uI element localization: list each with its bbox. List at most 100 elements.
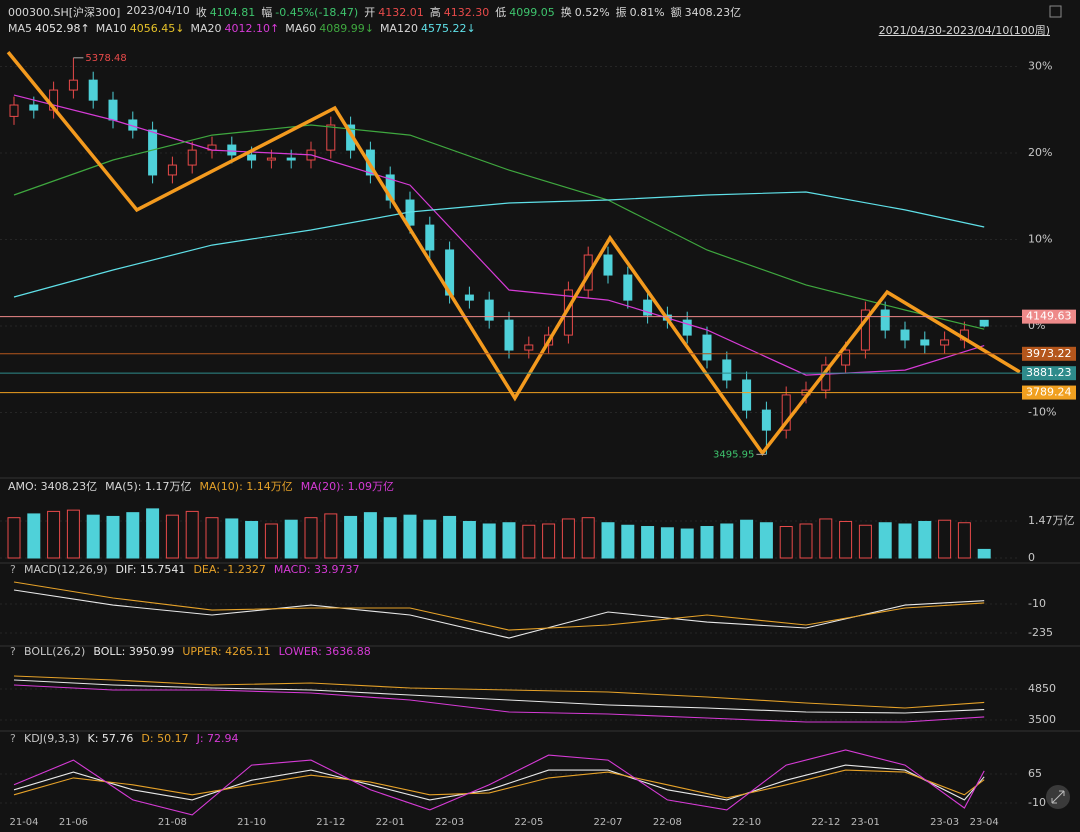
- level-tag: [1022, 346, 1076, 361]
- field-value: 4132.01: [378, 6, 424, 19]
- y-tick-label: -235: [1028, 626, 1053, 639]
- help-icon: ?: [10, 563, 16, 576]
- volume-bar: [700, 526, 714, 559]
- volume-bar: [680, 528, 694, 559]
- legend-text: J: 72.94: [196, 732, 239, 745]
- x-tick-label: 21-04: [9, 817, 38, 828]
- volume-bar: [126, 512, 140, 559]
- volume-bar: [621, 524, 635, 559]
- legend-text: MA(20): 1.09万亿: [301, 480, 394, 493]
- field-value: 4132.30: [443, 6, 490, 19]
- candle-body: [623, 274, 633, 301]
- quote-field: 振 0.81%: [616, 4, 665, 20]
- ma-name: MA120: [379, 22, 418, 35]
- quote-field: 高 4132.30: [430, 4, 490, 20]
- y-tick-label: -10: [1028, 796, 1046, 809]
- volume-bar: [284, 519, 298, 559]
- candle-body: [167, 164, 177, 176]
- panel-title: KDJ(9,3,3): [24, 732, 80, 745]
- candle-body: [484, 299, 494, 321]
- volume-bar: [146, 508, 160, 559]
- volume-bar: [502, 522, 516, 559]
- legend-text: MA(5): 1.17万亿: [105, 480, 191, 493]
- range-selector[interactable]: 2021/04/30-2023/04/10(100周): [878, 24, 1050, 37]
- volume-bar: [542, 523, 556, 559]
- ma-name: MA60: [285, 22, 317, 35]
- ma-legend: MA5 4052.98↑ MA10 4056.45↓ MA20 4012.10↑ MA60 4…: [8, 22, 476, 35]
- volume-bar: [324, 513, 338, 559]
- field-label: 开: [364, 6, 376, 19]
- volume-bar: [344, 515, 358, 559]
- x-tick-label: 22-08: [653, 817, 682, 828]
- legend-text: MA(10): 1.14万亿: [199, 480, 292, 493]
- y-tick-label: 10%: [1028, 233, 1052, 246]
- legend-text: MACD: 33.9737: [274, 563, 360, 576]
- candle-body: [425, 224, 435, 251]
- legend-text: D: 50.17: [141, 732, 188, 745]
- candle-body: [900, 329, 910, 341]
- legend-text: K: 57.76: [88, 732, 134, 745]
- candle-body: [68, 79, 78, 91]
- y-tick-label: 3500: [1028, 713, 1056, 726]
- level-tag: [1022, 309, 1076, 324]
- volume-bar: [482, 523, 496, 559]
- volume-bar: [839, 520, 853, 559]
- series-line: [13, 764, 985, 801]
- x-tick-label: 23-03: [930, 817, 959, 828]
- volume-bar: [225, 518, 239, 559]
- legend-text: DEA: -1.2327: [193, 563, 265, 576]
- x-tick-label: 22-07: [593, 817, 622, 828]
- candle-body: [148, 129, 158, 176]
- volume-bar: [918, 520, 932, 559]
- ma-value: 4012.10↑: [224, 22, 280, 35]
- volume-bar: [601, 522, 615, 559]
- window-icon[interactable]: [1049, 5, 1062, 18]
- ma-value: 4056.45↓: [129, 22, 185, 35]
- ma-legend-item: MA20 4012.10↑: [190, 22, 279, 35]
- ma-name: MA20: [190, 22, 222, 35]
- volume-bar: [47, 510, 61, 559]
- x-tick-label: 23-04: [970, 817, 999, 828]
- volume-bar: [462, 520, 476, 559]
- volume-bar: [581, 517, 595, 559]
- quote-field: 额 3408.23亿: [671, 4, 742, 20]
- legend-text: AMO: 3408.23亿: [8, 480, 97, 493]
- candle-body: [940, 339, 950, 346]
- panel-title: BOLL(26,2): [24, 645, 85, 658]
- candle-body: [979, 319, 989, 327]
- candle-body: [88, 79, 98, 101]
- volume-bar: [641, 526, 655, 559]
- volume-bar: [7, 517, 21, 559]
- help-icon: ?: [10, 732, 16, 745]
- volume-bar: [245, 520, 259, 559]
- candle-body: [29, 104, 39, 111]
- ma-legend-item: MA5 4052.98↑: [8, 22, 90, 35]
- legend-text: LOWER: 3636.88: [279, 645, 371, 658]
- volume-bar: [205, 517, 219, 559]
- ma-legend-item: MA10 4056.45↓: [96, 22, 185, 35]
- field-label: 幅: [261, 6, 273, 19]
- candle-body: [187, 149, 197, 166]
- x-tick-label: 22-10: [732, 817, 761, 828]
- candle-body: [682, 319, 692, 336]
- level-label: 3973.22: [1026, 347, 1072, 360]
- quote-field: 幅 -0.45%(-18.47): [261, 4, 358, 20]
- y-tick-label: 0: [1028, 551, 1035, 564]
- field-label: 额: [670, 6, 682, 19]
- volume-bar: [977, 548, 991, 559]
- x-tick-label: 21-10: [237, 817, 266, 828]
- candle-body: [643, 299, 653, 316]
- candle-body: [9, 104, 19, 117]
- y-tick-label: 4850: [1028, 682, 1056, 695]
- volume-bar: [938, 519, 952, 559]
- level-tag: [1022, 366, 1076, 381]
- candle-body: [286, 157, 296, 161]
- y-tick-label: 1.47万亿: [1028, 514, 1075, 527]
- series-line: [13, 675, 985, 709]
- volume-bar: [779, 526, 793, 559]
- ma-value: 4052.98↑: [35, 22, 90, 35]
- candle-body: [880, 309, 890, 331]
- help-icon: ?: [10, 645, 16, 658]
- x-tick-label: 22-03: [435, 817, 464, 828]
